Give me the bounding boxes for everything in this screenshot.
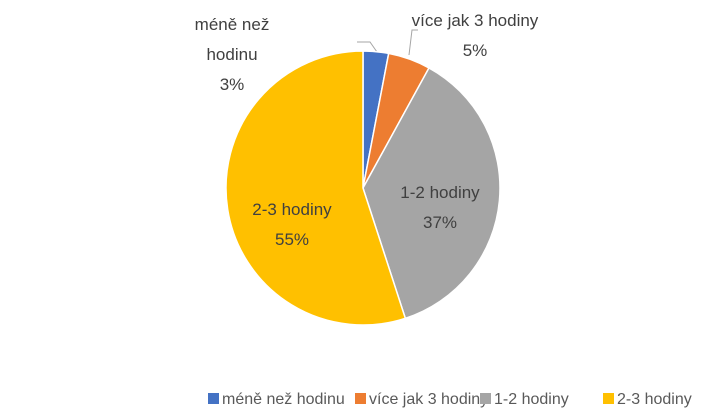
legend-item: více jak 3 hodiny [355,390,488,410]
data-label: méně než hodinu 3% [187,10,277,100]
legend-swatch [208,393,219,404]
leader-line [357,41,378,53]
legend-label: více jak 3 hodiny [369,391,489,408]
pie-slice [362,66,501,320]
data-label: 2-3 hodiny 55% [232,195,352,255]
legend-label: 2-3 hodiny [617,391,692,408]
label-value: 5% [462,41,488,60]
label-value: 37% [422,213,458,232]
label-category: více jak 3 hodiny [411,11,539,30]
pie-slice [225,50,407,326]
label-value: 55% [274,230,310,249]
label-category: méně než hodinu [194,15,270,64]
data-label: 1-2 hodiny 37% [380,178,500,238]
legend-item: 2-3 hodiny [603,390,692,410]
legend-swatch [480,393,491,404]
label-category: 1-2 hodiny [400,183,480,202]
legend-swatch [355,393,366,404]
legend-label: 1-2 hodiny [494,391,569,408]
legend-label: méně než hodinu [222,391,345,408]
legend-swatch [603,393,614,404]
legend-item: 1-2 hodiny [480,390,569,410]
leader-line [408,29,418,56]
data-label: více jak 3 hodiny 5% [410,6,540,66]
label-value: 3% [219,75,245,94]
label-category: 2-3 hodiny [252,200,332,219]
legend-item: méně než hodinu [208,390,345,410]
